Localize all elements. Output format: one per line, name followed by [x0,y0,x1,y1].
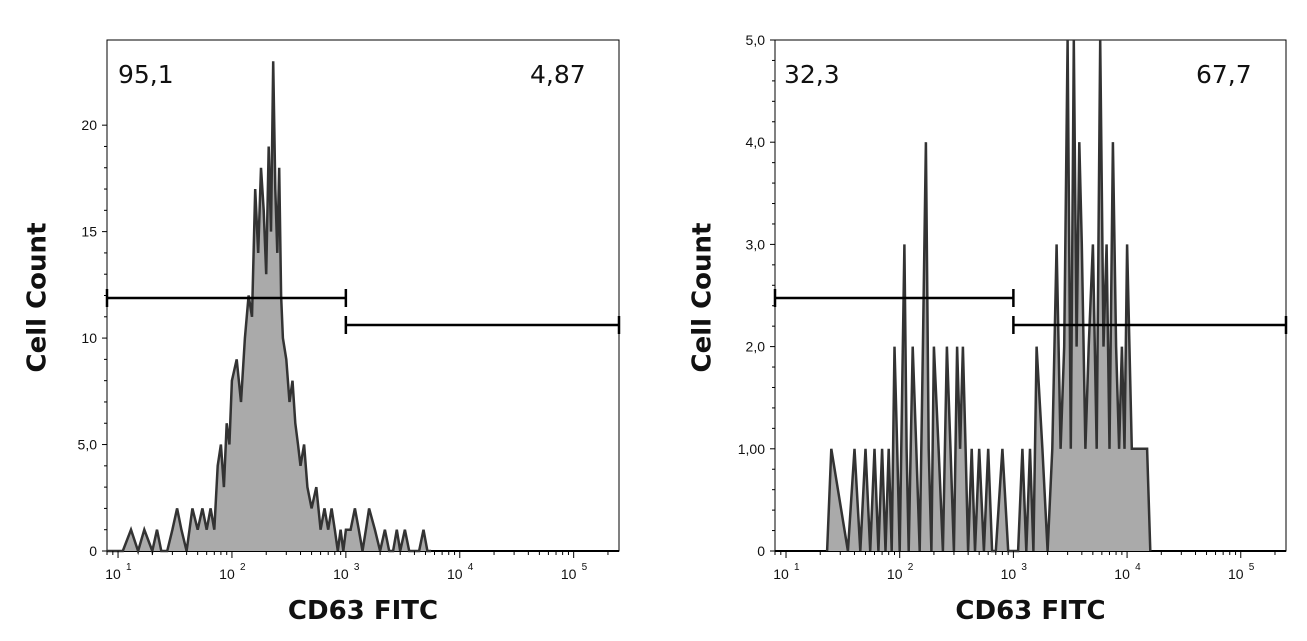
x-tick-label-base: 10 [1228,566,1244,582]
x-tick-label-base: 10 [105,566,121,582]
x-tick-label-base: 10 [773,566,789,582]
gate-marker-left[interactable] [105,289,348,307]
y-tick-label: 5,0 [746,32,766,48]
x-tick-label-exponent: 5 [1249,562,1255,573]
gate-marker-left[interactable] [773,289,1015,307]
y-tick-label: 4,0 [746,134,766,150]
gate-marker-right[interactable] [344,316,621,334]
x-tick-label-exponent: 3 [1021,562,1027,573]
x-tick-label-base: 10 [1114,566,1130,582]
x-tick-label-base: 10 [219,566,235,582]
x-tick-label-base: 10 [447,566,463,582]
x-tick-label-exponent: 4 [1135,562,1141,573]
y-axis-label: Cell Count [23,223,53,373]
histogram-fill [107,61,432,552]
y-tick-label: 20 [81,117,97,133]
x-axis-label: CD63 FITC [288,596,438,626]
x-tick-label-base: 10 [1001,566,1017,582]
x-tick-label-base: 10 [561,566,577,582]
histogram-panel-1: 0 5,0 10 15 20 10 1 10 2 10 3 10 4 10 5 95,1 4,87 CD63 FI… [23,39,621,626]
x-tick-label-exponent: 1 [126,562,132,573]
y-tick-label: 3,0 [746,236,766,252]
gate-percentage-label: 4,87 [530,60,586,89]
histogram-panel-2: 0 1,00 2,0 3,0 4,0 5,0 10 1 10 2 10 3 10 4 10 5 32,3 67,7… [688,32,1288,626]
gate-marker-right[interactable] [1012,316,1288,334]
gate-percentage-label: 67,7 [1196,60,1252,89]
x-axis-label: CD63 FITC [955,596,1105,626]
gate-percentage-label: 32,3 [784,60,840,89]
x-tick-label-exponent: 3 [354,562,360,573]
y-axis-label: Cell Count [688,223,718,373]
y-tick-label: 0 [757,543,765,559]
y-tick-label: 1,00 [738,441,765,457]
x-tick-label-base: 10 [887,566,903,582]
y-tick-label: 5,0 [78,437,98,453]
x-tick-label-exponent: 1 [794,562,800,573]
plot-frame [106,39,620,552]
x-tick-label-exponent: 5 [582,562,588,573]
x-tick-label-base: 10 [333,566,349,582]
y-tick-label: 0 [89,543,97,559]
histogram-line [107,61,432,556]
y-tick-label: 10 [81,330,97,346]
histogram-line [825,39,1152,553]
y-tick-label: 2,0 [746,339,766,355]
y-tick-label: 15 [81,224,97,240]
x-tick-label-exponent: 2 [908,562,914,573]
x-tick-label-exponent: 4 [468,562,474,573]
gate-percentage-label: 95,1 [118,60,174,89]
x-tick-label-exponent: 2 [240,562,246,573]
